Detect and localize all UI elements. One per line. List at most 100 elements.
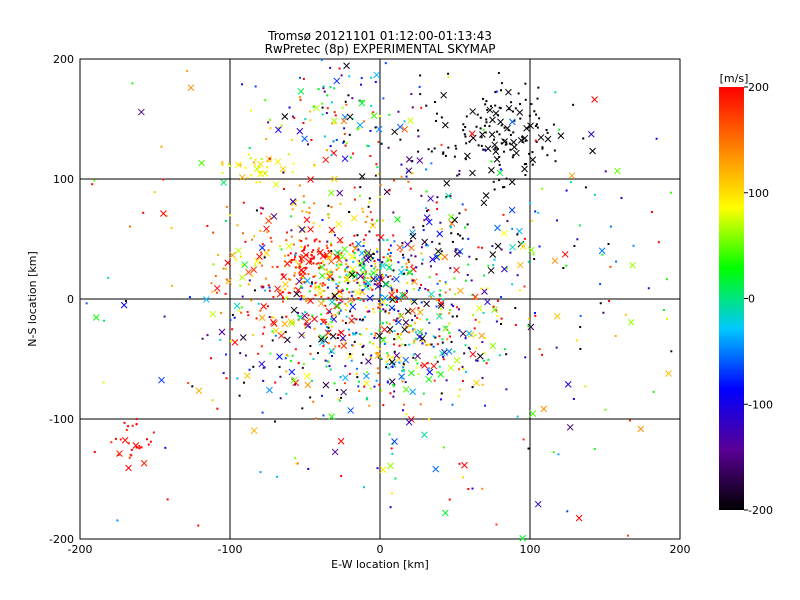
dot-marker [125, 428, 128, 431]
dot-marker [474, 297, 477, 300]
dot-marker [387, 275, 390, 278]
dot-marker [344, 257, 347, 260]
dot-marker [311, 257, 314, 260]
dot-marker [313, 165, 316, 168]
cross-marker [298, 226, 306, 233]
cross-marker [491, 141, 499, 149]
dot-marker [463, 133, 466, 136]
dot-marker [533, 110, 536, 113]
dot-marker [376, 250, 379, 253]
dot-marker [385, 304, 388, 307]
dot-marker [512, 154, 515, 157]
cross-marker [369, 222, 377, 229]
dot-marker [238, 394, 241, 397]
dot-marker [441, 341, 444, 344]
dot-marker [365, 327, 368, 330]
dot-marker [191, 385, 194, 388]
dot-marker [356, 376, 359, 379]
dot-marker [425, 318, 428, 321]
cross-marker [289, 198, 297, 206]
cross-marker [340, 117, 348, 125]
dot-marker [377, 356, 380, 359]
dot-marker [468, 255, 471, 258]
dot-marker [260, 285, 263, 288]
dot-marker [461, 203, 464, 206]
cross-marker [140, 459, 148, 467]
dot-marker [357, 248, 360, 251]
dot-marker [536, 126, 539, 129]
dot-marker [403, 120, 406, 123]
cross-marker [296, 262, 303, 269]
dot-marker [239, 163, 242, 166]
y-tick-label: 100 [53, 173, 74, 186]
dot-marker [206, 334, 209, 337]
dot-marker [376, 346, 379, 349]
dot-marker [436, 196, 439, 199]
dot-marker [292, 162, 295, 165]
dot-marker [325, 365, 328, 368]
cross-marker [303, 216, 311, 224]
dot-marker [276, 475, 279, 478]
dot-marker [556, 219, 559, 222]
dot-marker [302, 77, 305, 80]
cross-marker [358, 173, 366, 180]
dot-marker [527, 260, 530, 263]
dot-marker [503, 348, 506, 351]
dot-marker [337, 311, 340, 314]
dot-marker [318, 285, 321, 288]
cross-marker [553, 313, 561, 320]
dot-marker [317, 88, 320, 91]
dot-marker [459, 251, 462, 254]
dot-marker [219, 338, 222, 341]
dot-marker [361, 258, 364, 261]
dot-marker [366, 310, 369, 313]
dot-marker [278, 366, 281, 369]
dot-marker [609, 225, 612, 228]
cross-marker [478, 332, 486, 340]
dot-marker [554, 91, 557, 94]
cross-marker [396, 123, 404, 131]
dot-marker [486, 287, 489, 290]
dot-marker [451, 240, 454, 243]
dot-marker [334, 114, 337, 117]
dot-marker [458, 388, 461, 391]
dot-marker [538, 245, 541, 248]
cross-marker [484, 145, 492, 152]
dot-marker [244, 240, 247, 243]
dot-marker [295, 283, 298, 286]
dot-marker [402, 246, 405, 249]
dot-marker [387, 354, 390, 357]
dot-marker [487, 358, 490, 361]
dot-marker [489, 105, 492, 108]
dot-marker [413, 328, 416, 331]
dot-marker [427, 289, 430, 292]
dot-marker [367, 145, 370, 148]
dot-marker [421, 258, 424, 261]
cross-marker [517, 137, 525, 144]
dot-marker [440, 143, 443, 146]
dot-marker [534, 139, 537, 142]
dot-marker [599, 302, 602, 305]
dot-marker [294, 256, 297, 259]
dot-marker [399, 299, 402, 302]
dot-marker [282, 291, 285, 294]
cross-marker [322, 156, 330, 164]
dot-marker [229, 165, 232, 168]
dot-marker [331, 277, 334, 280]
cross-marker [290, 376, 298, 384]
dot-marker [499, 89, 502, 92]
dot-marker [425, 244, 428, 247]
dot-marker [340, 295, 343, 298]
dot-marker [440, 398, 443, 401]
dot-marker [576, 238, 579, 241]
dot-marker [349, 244, 352, 247]
cross-marker [575, 514, 583, 522]
dot-marker [461, 365, 464, 368]
dot-marker [373, 283, 376, 286]
dot-marker [411, 319, 414, 322]
dot-marker [338, 399, 341, 402]
dot-marker [142, 211, 145, 214]
cross-marker [589, 147, 596, 155]
dot-marker [411, 279, 414, 282]
